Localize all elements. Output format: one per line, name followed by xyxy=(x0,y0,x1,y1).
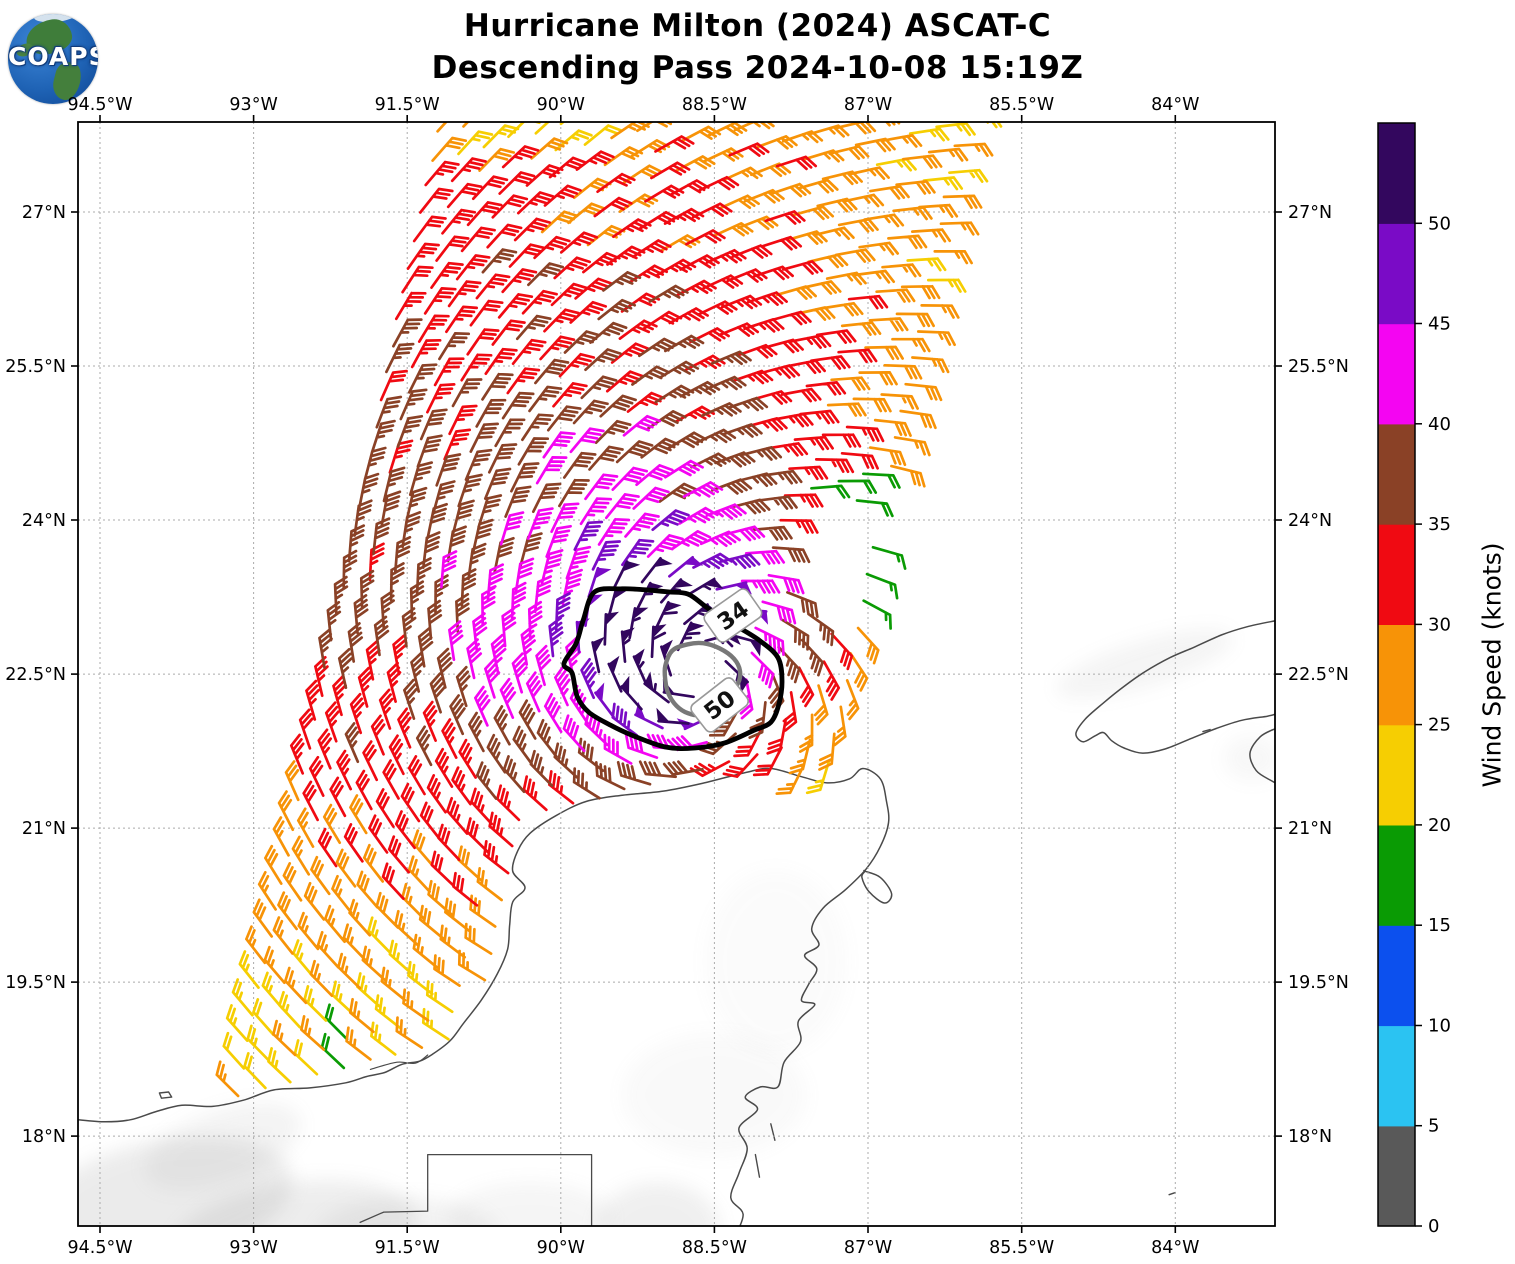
colorbar-tick-label: 50 xyxy=(1428,213,1451,234)
y-tick-label-left: 22.5°N xyxy=(5,665,66,685)
coaps-logo: COAPS xyxy=(8,14,98,104)
relief-patch xyxy=(704,869,847,1054)
logo-text: COAPS xyxy=(8,42,98,71)
grid-layer xyxy=(78,122,1275,1226)
colorbar-segment xyxy=(1378,524,1415,625)
colorbar-tick-label: 5 xyxy=(1428,1116,1439,1137)
x-tick-label-bottom: 94.5°W xyxy=(67,1238,132,1258)
wind-barbs-bin-4 xyxy=(222,122,1003,1090)
coastline-cozumel xyxy=(861,869,893,904)
colorbar: 0 5 10 15 20 25 30 35 40 45 50 xyxy=(1377,122,1451,1237)
colorbar-tick-label: 15 xyxy=(1428,915,1451,936)
contour-label-box xyxy=(703,588,763,643)
x-tick-label-bottom: 90°W xyxy=(537,1238,585,1258)
y-tick-label-left: 25.5°N xyxy=(5,357,66,377)
colorbar-tick-label: 10 xyxy=(1428,1016,1451,1037)
y-tick-label-left: 27°N xyxy=(22,203,66,223)
x-tick-label-bottom: 85.5°W xyxy=(989,1238,1054,1258)
relief-patch xyxy=(1056,629,1233,699)
y-tick-label-right: 18°N xyxy=(1288,1127,1332,1147)
y-tick-label-right: 24°N xyxy=(1288,511,1332,531)
islet xyxy=(1202,728,1211,733)
contour-label-box xyxy=(690,677,749,733)
colorbar-tick-label: 0 xyxy=(1428,1216,1439,1237)
x-tick-label-bottom: 91.5°W xyxy=(375,1238,440,1258)
political-border xyxy=(359,1153,593,1226)
colorbar-tick-label: 35 xyxy=(1428,514,1451,535)
chart-title-line2: Descending Pass 2024-10-08 15:19Z xyxy=(431,50,1084,86)
x-tick-label-top: 93°W xyxy=(229,95,277,115)
wind-barbs-layer xyxy=(215,122,1003,1098)
colorbar-segment xyxy=(1378,223,1415,325)
relief-patch xyxy=(1223,735,1275,781)
chart-title-line1: Hurricane Milton (2024) ASCAT-C xyxy=(463,8,1052,44)
x-tick-label-top: 84°W xyxy=(1151,95,1199,115)
relief-patch xyxy=(596,1182,720,1226)
relief-patch xyxy=(622,1033,807,1157)
x-tick-label-top: 90°W xyxy=(537,95,585,115)
y-tick-label-right: 27°N xyxy=(1288,203,1332,223)
y-tick-label-right: 22.5°N xyxy=(1288,665,1349,685)
colorbar-segment xyxy=(1378,323,1415,425)
colorbar-tick-label: 25 xyxy=(1428,715,1451,736)
islet xyxy=(754,1153,761,1178)
islet xyxy=(158,1091,173,1099)
coastline-lagoon xyxy=(369,1054,429,1070)
colorbar-segment xyxy=(1378,123,1415,224)
colorbar-segment xyxy=(1378,624,1415,726)
colorbar-segment xyxy=(1378,1125,1415,1227)
relief-patch xyxy=(172,1180,417,1226)
x-tick-label-top: 94.5°W xyxy=(67,95,132,115)
wind-barb-pennants-bin-10 xyxy=(592,557,762,723)
y-tick-label-left: 21°N xyxy=(22,819,66,839)
colorbar-segment xyxy=(1378,925,1415,1027)
relief-patch xyxy=(144,1102,301,1191)
x-tick-label-top: 91.5°W xyxy=(375,95,440,115)
y-tick-label-left: 24°N xyxy=(22,511,66,531)
coastline-isla-juventud xyxy=(1249,727,1275,784)
colorbar-segment xyxy=(1378,1025,1415,1127)
colorbar-axis-label: Wind Speed (knots) xyxy=(1477,542,1507,788)
x-tick-label-top: 88.5°W xyxy=(682,95,747,115)
colorbar-segment xyxy=(1378,423,1415,525)
islet xyxy=(1168,1191,1176,1196)
colorbar-tick-label: 20 xyxy=(1428,815,1451,836)
colorbar-segment xyxy=(1378,824,1415,926)
relief-patch xyxy=(448,1182,612,1226)
y-tick-label-right: 21°N xyxy=(1288,819,1332,839)
y-tick-label-left: 18°N xyxy=(22,1127,66,1147)
x-tick-label-top: 87°W xyxy=(844,95,892,115)
colorbar-border xyxy=(1377,122,1416,1227)
wind-barbs-bin-7 xyxy=(318,248,835,800)
x-tick-label-top: 85.5°W xyxy=(989,95,1054,115)
colorbar-tick-label: 30 xyxy=(1428,614,1451,635)
relief-patch xyxy=(78,1136,293,1226)
contour-34 xyxy=(561,586,785,751)
y-tick-label-right: 19.5°N xyxy=(1288,973,1349,993)
colorbar-segment xyxy=(1378,724,1415,826)
wind-barbs-bin-5 xyxy=(215,122,994,1098)
islet xyxy=(770,1123,776,1141)
x-tick-label-bottom: 87°W xyxy=(844,1238,892,1258)
coastline-cuba xyxy=(1075,620,1275,754)
colorbar-tick-label: 40 xyxy=(1428,414,1451,435)
x-tick-label-bottom: 84°W xyxy=(1151,1238,1199,1258)
wind-barbs-bin-6 xyxy=(289,135,889,907)
x-tick-label-bottom: 88.5°W xyxy=(682,1238,747,1258)
wind-barbs-bin-3 xyxy=(320,472,907,1070)
colorbar-tick-label: 45 xyxy=(1428,314,1451,335)
x-tick-label-bottom: 93°W xyxy=(229,1238,277,1258)
y-tick-label-left: 19.5°N xyxy=(5,973,66,993)
axes-layer: 94.5°W 94.5°W 93°W 93°W 91.5°W 91.5°W 90°W 90°W… xyxy=(5,95,1349,1258)
y-tick-label-right: 25.5°N xyxy=(1288,357,1349,377)
